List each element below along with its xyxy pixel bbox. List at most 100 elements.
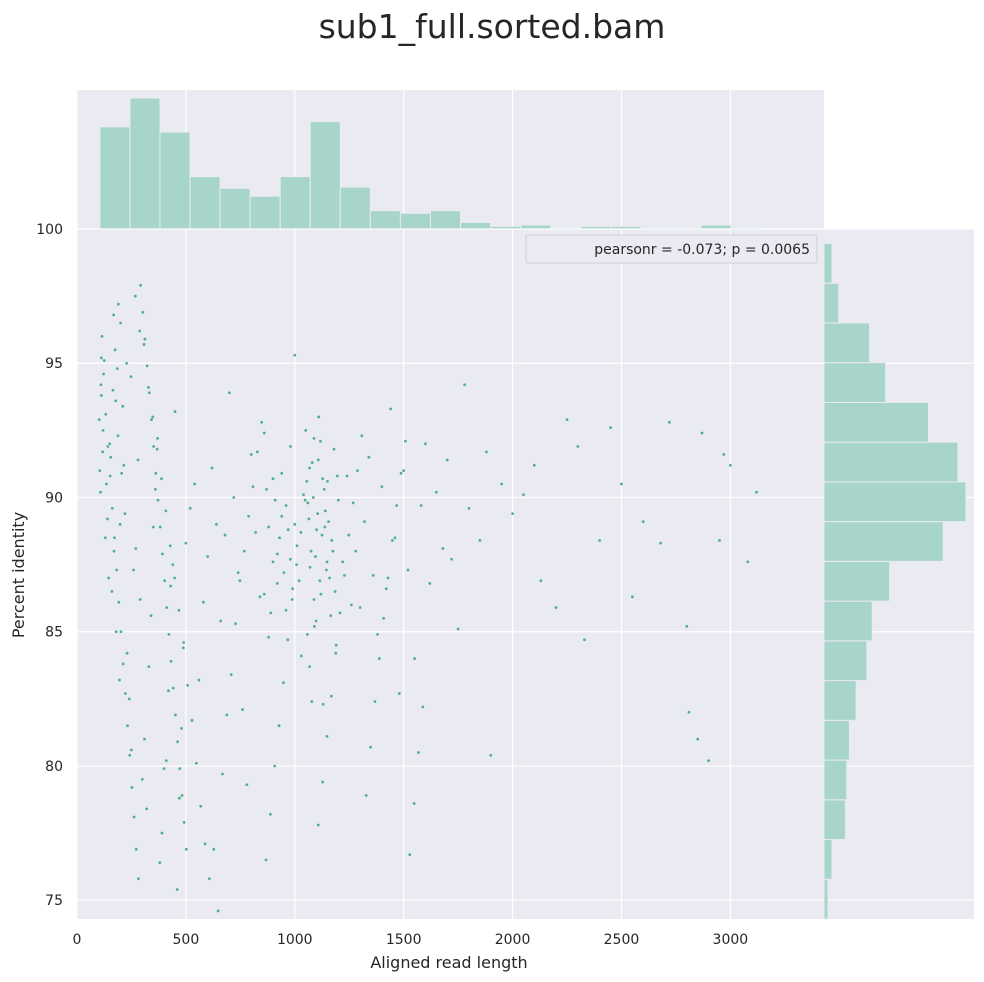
scatter-point: [140, 777, 144, 781]
scatter-point: [406, 568, 410, 572]
scatter-point: [162, 767, 166, 771]
scatter-point: [755, 490, 758, 494]
scatter-point: [126, 724, 129, 728]
marginal-y-bar: [823, 282, 840, 324]
scatter-point: [119, 321, 122, 325]
marginal-y-bar: [823, 878, 829, 920]
scatter-point: [251, 485, 255, 489]
scatter-point: [255, 450, 259, 454]
scatter-point: [321, 477, 325, 481]
scatter-point: [109, 455, 113, 459]
scatter-point: [289, 445, 292, 448]
scatter-panel-background: [77, 229, 824, 919]
scatter-point: [112, 549, 116, 553]
scatter-point: [247, 514, 251, 518]
scatter-point: [165, 606, 169, 609]
scatter-point: [99, 394, 103, 397]
scatter-point: [180, 794, 184, 797]
scatter-point: [345, 474, 349, 478]
scatter-point: [106, 445, 110, 448]
scatter-point: [289, 557, 292, 561]
scatter-point: [404, 439, 407, 443]
scatter-point: [424, 442, 427, 446]
scatter-point: [478, 539, 482, 542]
scatter-point: [323, 509, 327, 513]
scatter-point: [167, 689, 170, 693]
scatter-point: [367, 455, 371, 459]
scatter-point: [386, 576, 390, 580]
x-tick-label: 0: [73, 932, 82, 948]
marginal-x-bar: [129, 97, 161, 230]
scatter-point: [158, 525, 162, 529]
scatter-point: [441, 547, 445, 550]
scatter-point: [132, 815, 136, 819]
scatter-point: [463, 383, 467, 387]
scatter-point: [267, 635, 271, 639]
scatter-point: [118, 678, 121, 682]
scatter-point: [111, 388, 115, 392]
x-tick-label: 2500: [604, 932, 640, 948]
scatter-point: [186, 684, 190, 687]
scatter-point: [308, 565, 312, 569]
scatter-point: [101, 428, 105, 432]
scatter-point: [554, 606, 558, 609]
scatter-point: [511, 512, 514, 515]
y-tick-label: 80: [45, 759, 63, 775]
scatter-point: [156, 437, 159, 440]
scatter-point: [384, 587, 388, 591]
scatter-point: [168, 544, 172, 548]
scatter-point: [143, 737, 146, 741]
scatter-point: [108, 442, 112, 446]
scatter-point: [180, 726, 183, 730]
scatter-point: [382, 616, 386, 620]
scatter-point: [321, 780, 325, 784]
scatter-point: [249, 453, 253, 456]
scatter-point: [308, 466, 311, 470]
scatter-point: [293, 353, 297, 357]
scatter-point: [316, 823, 320, 827]
marginal-x-bar: [399, 212, 431, 230]
scatter-point: [408, 853, 412, 856]
scatter-point: [393, 536, 397, 540]
scatter-point: [308, 665, 311, 669]
scatter-point: [149, 614, 153, 618]
scatter-point: [173, 576, 176, 580]
scatter-point: [264, 858, 268, 862]
scatter-point: [402, 469, 406, 473]
scatter-point: [320, 533, 324, 537]
scatter-point: [113, 536, 116, 540]
scatter-point: [271, 477, 275, 481]
scatter-point: [208, 877, 211, 881]
scatter-point: [130, 748, 133, 752]
legend: pearsonr = -0.073; p = 0.0065: [525, 234, 818, 264]
scatter-point: [275, 581, 279, 585]
scatter-point: [335, 474, 339, 478]
scatter-point: [141, 310, 145, 314]
scatter-point: [286, 528, 290, 532]
scatter-point: [129, 375, 133, 379]
scatter-point: [132, 568, 136, 572]
scatter-point: [356, 469, 359, 473]
scatter-point: [327, 520, 330, 524]
marginal-y-bar: [823, 441, 959, 483]
scatter-point: [262, 592, 266, 596]
y-tick-label: 85: [45, 625, 63, 641]
scatter-point: [114, 399, 118, 403]
scatter-point: [118, 522, 122, 526]
scatter-point: [312, 598, 316, 601]
scatter-point: [193, 482, 197, 486]
scatter-point: [539, 579, 543, 583]
scatter-point: [258, 595, 262, 599]
marginal-y-bar: [823, 560, 891, 602]
scatter-point: [306, 501, 310, 505]
scatter-point: [147, 665, 151, 669]
marginal-y-bar: [823, 600, 873, 642]
scatter-point: [120, 471, 124, 475]
scatter-point: [282, 571, 286, 575]
scatter-point: [336, 498, 340, 502]
scatter-point: [98, 469, 102, 473]
scatter-point: [171, 563, 175, 567]
scatter-point: [303, 498, 307, 502]
scatter-point: [380, 485, 384, 489]
marginal-y-bar: [823, 242, 833, 284]
